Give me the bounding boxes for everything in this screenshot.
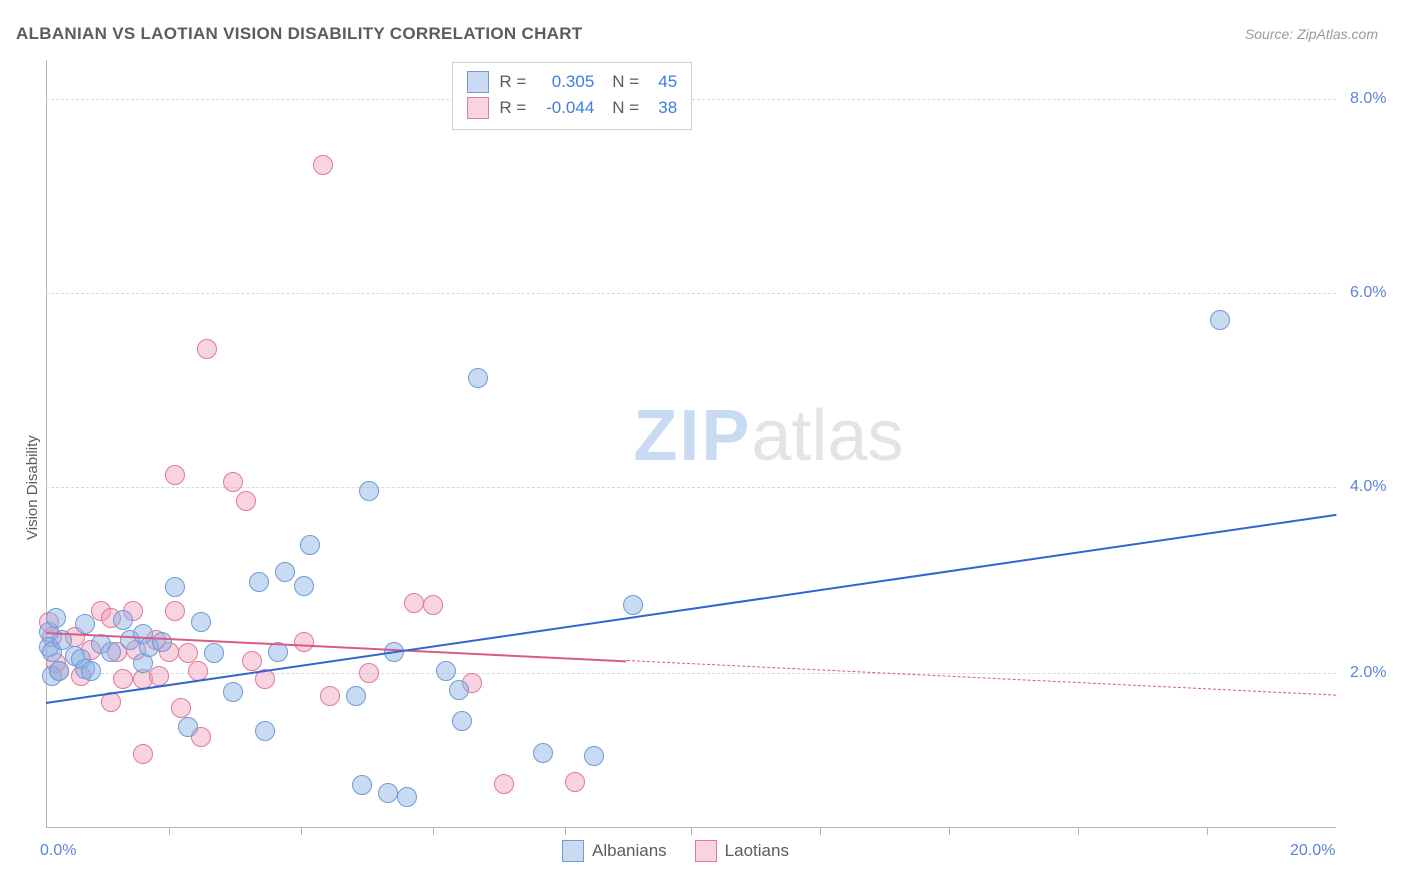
x-tick [820,828,821,835]
watermark: ZIPatlas [633,395,903,477]
x-tick [1207,828,1208,835]
x-tick [565,828,566,835]
data-point [81,661,101,681]
y-tick-label: 4.0% [1350,478,1386,496]
data-point [223,472,243,492]
y-tick-label: 2.0% [1350,664,1386,682]
gridline [46,293,1336,294]
stats-row: R = -0.044 N = 38 [467,95,677,121]
trend-line [46,514,1336,704]
x-tick-label: 20.0% [1290,842,1335,860]
stat-r-value: 0.305 [536,69,594,95]
y-tick-label: 6.0% [1350,284,1386,302]
stat-n-value: 45 [649,69,677,95]
data-point [152,632,172,652]
data-point [423,595,443,615]
data-point [397,787,417,807]
data-point [197,339,217,359]
data-point [378,783,398,803]
chart-title: ALBANIAN VS LAOTIAN VISION DISABILITY CO… [16,24,582,44]
data-point [565,772,585,792]
data-point [133,744,153,764]
watermark-bold: ZIP [633,396,751,476]
data-point [494,774,514,794]
stat-r-label: R = [499,95,526,121]
series-swatch [695,840,717,862]
series-swatch [467,71,489,93]
data-point [165,577,185,597]
x-tick [1078,828,1079,835]
stat-r-label: R = [499,69,526,95]
data-point [294,632,314,652]
data-point [300,535,320,555]
x-tick [169,828,170,835]
series-swatch [467,97,489,119]
data-point [404,593,424,613]
stat-n-label: N = [612,95,639,121]
stats-row: R = 0.305 N = 45 [467,69,677,95]
source-label: Source: ZipAtlas.com [1245,26,1378,42]
x-tick [949,828,950,835]
data-point [171,698,191,718]
series-swatch [562,840,584,862]
watermark-light: atlas [751,396,903,476]
data-point [294,576,314,596]
data-point [320,686,340,706]
data-point [533,743,553,763]
x-tick-label: 0.0% [40,842,76,860]
data-point [46,608,66,628]
scatter-plot: ZIPatlas 2.0%4.0%6.0%8.0%0.0%20.0% [46,60,1336,828]
data-point [352,775,372,795]
stat-r-value: -0.044 [536,95,594,121]
y-tick-label: 8.0% [1350,90,1386,108]
data-point [178,717,198,737]
data-point [449,680,469,700]
data-point [242,651,262,671]
data-point [584,746,604,766]
legend-label: Laotians [725,841,789,861]
data-point [191,612,211,632]
legend-label: Albanians [592,841,667,861]
data-point [313,155,333,175]
data-point [452,711,472,731]
data-point [101,642,121,662]
data-point [165,601,185,621]
data-point [255,721,275,741]
data-point [149,666,169,686]
data-point [346,686,366,706]
data-point [436,661,456,681]
data-point [1210,310,1230,330]
data-point [359,481,379,501]
data-point [113,669,133,689]
legend-item: Albanians [562,840,667,862]
data-point [275,562,295,582]
stats-legend-box: R = 0.305 N = 45 R = -0.044 N = 38 [452,62,692,130]
x-tick [301,828,302,835]
data-point [204,643,224,663]
data-point [113,610,133,630]
legend-item: Laotians [695,840,789,862]
data-point [468,368,488,388]
data-point [165,465,185,485]
data-point [623,595,643,615]
trend-line [626,660,1336,696]
series-legend: Albanians Laotians [562,840,789,862]
data-point [236,491,256,511]
stat-n-label: N = [612,69,639,95]
stat-n-value: 38 [649,95,677,121]
data-point [75,614,95,634]
data-point [223,682,243,702]
data-point [249,572,269,592]
data-point [359,663,379,683]
y-axis-title: Vision Disability [24,435,41,540]
y-axis-line [46,60,47,828]
data-point [49,661,69,681]
x-tick [433,828,434,835]
x-tick [691,828,692,835]
